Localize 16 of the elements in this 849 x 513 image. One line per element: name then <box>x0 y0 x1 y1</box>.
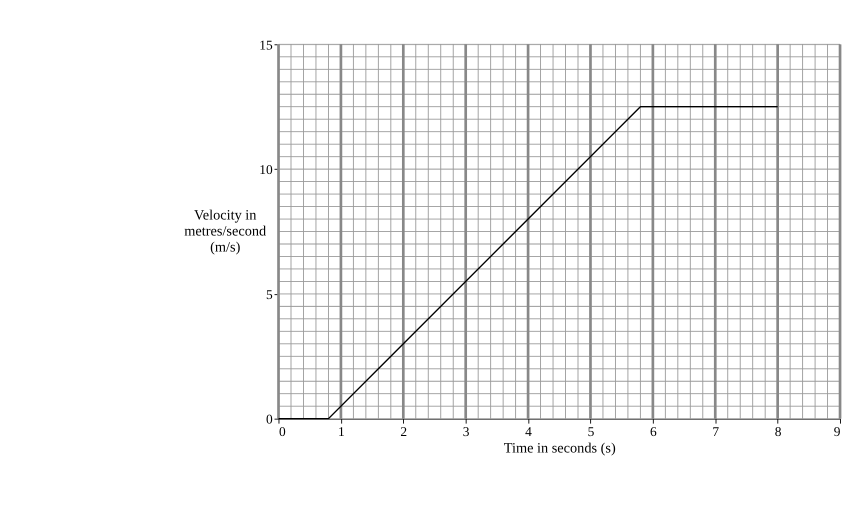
x-tick-label: 9 <box>834 424 841 440</box>
y-tick-label: 0 <box>266 412 273 427</box>
y-tick-label: 15 <box>259 37 273 52</box>
y-tick-label: 10 <box>259 162 273 178</box>
x-tick-label: 8 <box>774 424 782 440</box>
x-tick-label: 5 <box>588 424 595 440</box>
x-tick-label: 6 <box>650 424 657 440</box>
y-axis-title: Velocity in metres/second (m/s) <box>184 207 266 256</box>
x-tick-label: 3 <box>462 424 470 440</box>
x-tick-label: 1 <box>338 424 345 440</box>
x-tick-label: 0 <box>278 424 286 440</box>
x-tick-label: 2 <box>400 424 408 440</box>
y-tick-label: 5 <box>266 286 273 302</box>
x-axis-title: Time in seconds (s) <box>504 440 616 456</box>
x-tick-label: 4 <box>525 424 532 440</box>
x-tick-label: 7 <box>712 424 720 440</box>
